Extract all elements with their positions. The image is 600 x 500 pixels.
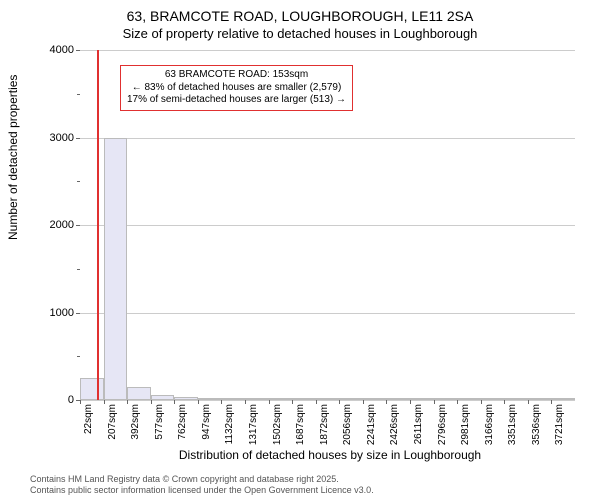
bar — [410, 398, 434, 400]
xtick-label: 3721sqm — [554, 404, 565, 445]
bar — [127, 387, 151, 400]
chart-container: 63, BRAMCOTE ROAD, LOUGHBOROUGH, LE11 2S… — [0, 0, 600, 500]
ytick-minor-mark — [77, 269, 80, 270]
xtick-mark — [551, 400, 552, 404]
footer-attribution: Contains HM Land Registry data © Crown c… — [30, 474, 374, 496]
xtick-mark — [198, 400, 199, 404]
bar — [528, 398, 552, 400]
xtick-mark — [221, 400, 222, 404]
bar — [269, 398, 293, 400]
ytick-label: 0 — [34, 394, 74, 406]
ytick-minor-mark — [77, 356, 80, 357]
xtick-mark — [80, 400, 81, 404]
bar — [245, 398, 269, 400]
xtick-mark — [269, 400, 270, 404]
xtick-mark — [316, 400, 317, 404]
xtick-label: 2241sqm — [366, 404, 377, 445]
xtick-mark — [504, 400, 505, 404]
xtick-label: 2611sqm — [413, 404, 424, 444]
bar — [363, 398, 387, 400]
bar — [504, 398, 528, 400]
xtick-label: 3536sqm — [531, 404, 542, 445]
annotation-line-2: ← 83% of detached houses are smaller (2,… — [127, 82, 346, 95]
xtick-label: 762sqm — [177, 404, 188, 440]
xtick-label: 1872sqm — [319, 404, 330, 445]
xtick-mark — [528, 400, 529, 404]
ytick-minor-mark — [77, 94, 80, 95]
annotation-line-3: 17% of semi-detached houses are larger (… — [127, 94, 346, 107]
ytick-mark — [76, 138, 80, 139]
xtick-label: 1317sqm — [248, 404, 259, 445]
xtick-mark — [386, 400, 387, 404]
bar — [174, 397, 198, 400]
bar — [221, 398, 245, 400]
bar — [551, 398, 575, 400]
xtick-mark — [245, 400, 246, 404]
ytick-label: 3000 — [34, 132, 74, 144]
xtick-label: 1502sqm — [272, 404, 283, 445]
grid-line — [80, 50, 575, 51]
footer-line-2: Contains public sector information licen… — [30, 485, 374, 496]
bar — [386, 398, 410, 400]
xtick-label: 1132sqm — [224, 404, 235, 444]
bar — [434, 398, 458, 400]
bar — [151, 395, 175, 400]
bar — [292, 398, 316, 400]
ytick-label: 2000 — [34, 219, 74, 231]
xtick-label: 2981sqm — [460, 404, 471, 445]
bar — [104, 138, 128, 401]
footer-line-1: Contains HM Land Registry data © Crown c… — [30, 474, 374, 485]
annotation-line-1: 63 BRAMCOTE ROAD: 153sqm — [127, 69, 346, 82]
bar — [198, 398, 222, 400]
xtick-mark — [127, 400, 128, 404]
bar — [457, 398, 481, 400]
ytick-minor-mark — [77, 181, 80, 182]
xtick-mark — [339, 400, 340, 404]
ytick-mark — [76, 313, 80, 314]
marker-line — [97, 50, 99, 400]
xtick-label: 2056sqm — [342, 404, 353, 445]
bar — [80, 378, 104, 400]
xtick-mark — [481, 400, 482, 404]
xtick-mark — [434, 400, 435, 404]
bar — [339, 398, 363, 400]
xtick-label: 3351sqm — [507, 404, 518, 445]
xtick-label: 2796sqm — [437, 404, 448, 445]
x-axis-label: Distribution of detached houses by size … — [80, 448, 580, 462]
xtick-mark — [292, 400, 293, 404]
xtick-label: 947sqm — [201, 404, 212, 440]
xtick-mark — [363, 400, 364, 404]
xtick-label: 3166sqm — [484, 404, 495, 445]
xtick-mark — [410, 400, 411, 404]
xtick-mark — [151, 400, 152, 404]
chart-title: 63, BRAMCOTE ROAD, LOUGHBOROUGH, LE11 2S… — [0, 8, 600, 24]
xtick-label: 392sqm — [130, 404, 141, 440]
xtick-label: 1687sqm — [295, 404, 306, 445]
grid-line — [80, 313, 575, 314]
bar — [481, 398, 505, 400]
ytick-mark — [76, 225, 80, 226]
plot-area: 22sqm207sqm392sqm577sqm762sqm947sqm1132s… — [80, 50, 575, 401]
xtick-label: 22sqm — [83, 404, 94, 434]
grid-line — [80, 400, 575, 401]
xtick-mark — [104, 400, 105, 404]
ytick-mark — [76, 50, 80, 51]
annotation-box: 63 BRAMCOTE ROAD: 153sqm← 83% of detache… — [120, 65, 353, 111]
ytick-label: 4000 — [34, 44, 74, 56]
xtick-mark — [174, 400, 175, 404]
xtick-label: 207sqm — [107, 404, 118, 440]
bar — [316, 398, 340, 400]
y-axis-label: Number of detached properties — [6, 75, 20, 240]
xtick-label: 577sqm — [154, 404, 165, 440]
chart-subtitle: Size of property relative to detached ho… — [0, 26, 600, 41]
xtick-label: 2426sqm — [389, 404, 400, 445]
xtick-mark — [457, 400, 458, 404]
grid-line — [80, 225, 575, 226]
ytick-label: 1000 — [34, 307, 74, 319]
grid-line — [80, 138, 575, 139]
